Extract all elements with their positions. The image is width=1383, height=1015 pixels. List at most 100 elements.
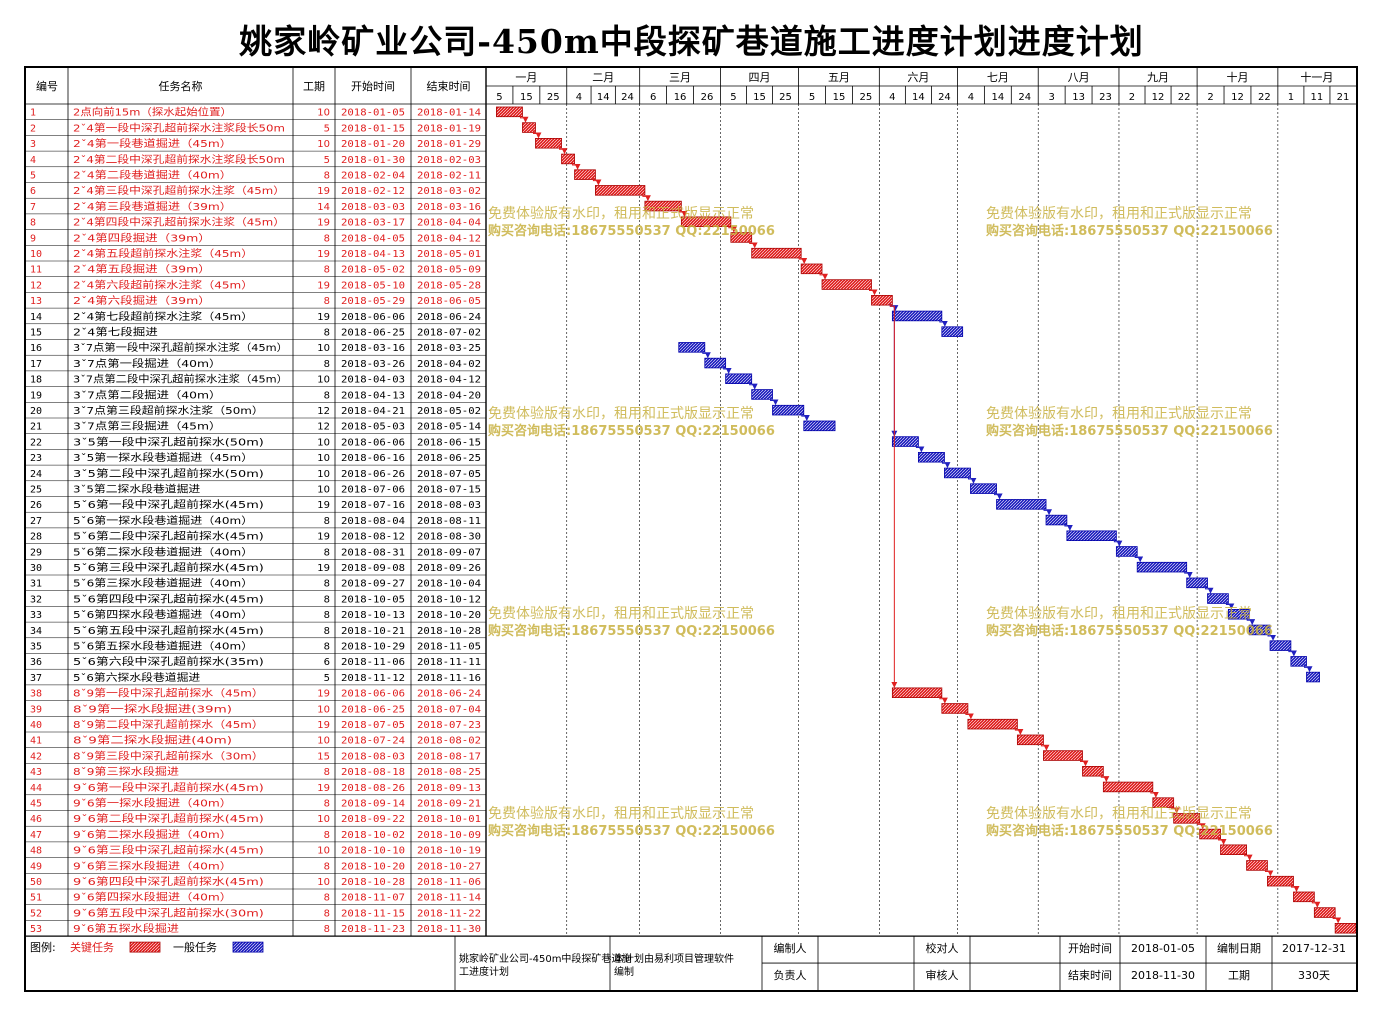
dependency-link [1332,915,1342,924]
dependency-link [965,711,974,720]
task-name: 9ˇ6第四探水段掘进（40m） [73,891,232,904]
task-duration: 8 [324,171,330,182]
task-start: 2018-11-07 [341,893,405,904]
task-end: 2018-04-20 [417,390,481,401]
task-id: 47 [30,830,42,841]
dependency-link [1064,523,1073,531]
task-id: 19 [30,390,42,401]
task-name: 5ˇ6第二探水段巷道掘进（40m） [73,545,253,558]
task-name: 5ˇ6第五段中深孔超前探水(45m) [73,624,264,637]
gantt-bar [1186,577,1208,589]
dependency-link [1197,821,1206,830]
owner-label: 负责人 [774,968,807,982]
project-name-line1: 姚家岭矿业公司-450m中段探矿巷道施 [459,952,631,965]
gantt-bar [944,467,971,479]
task-end: 2018-02-11 [417,171,481,182]
dependency-link [572,161,581,170]
watermark-line2: 购买咨询电话:18675550537 QQ:22150066 [488,423,775,439]
gantt-bar [751,247,802,259]
dependency-link [1040,742,1050,751]
day-label: 14 [597,92,610,103]
gantt-bar [1220,844,1247,856]
task-name: 2点向前15m（探水起始位置） [73,106,232,119]
watermark-line2: 购买咨询电话:18675550537 QQ:22150066 [986,223,1273,239]
task-name: 8ˇ9第二段中深孔超前探水（45m） [73,718,264,731]
task-end: 2018-09-13 [417,783,481,794]
task-start: 2018-11-12 [341,673,405,684]
task-id: 35 [30,642,42,653]
day-label: 15 [753,92,766,103]
task-id: 5 [30,171,36,182]
task-start: 2018-06-26 [341,469,405,480]
day-label: 14 [912,92,925,103]
task-start: 2018-01-30 [341,155,405,166]
task-name: 9ˇ6第三探水段掘进（40m） [73,859,232,872]
task-id: 21 [30,422,42,433]
dependency-link [869,287,878,296]
task-id: 36 [30,657,42,668]
day-label: 14 [991,92,1004,103]
task-start: 2018-03-03 [341,202,405,213]
task-start: 2018-09-08 [341,563,405,574]
month-label: 二月 [592,71,614,84]
task-end: 2018-05-14 [417,422,481,433]
dependency-link [1171,805,1180,814]
task-name: 2ˇ4第五段掘进（39m） [73,263,211,276]
task-id: 23 [30,453,42,464]
task-id: 4 [30,155,36,166]
month-label: 一月 [515,71,537,84]
task-start: 2018-04-05 [341,233,405,244]
month-label: 十一月 [1300,70,1333,84]
gantt-bar [1043,750,1083,761]
day-label: 15 [520,92,533,103]
task-start: 2018-08-18 [341,767,405,778]
checker-label: 校对人 [926,941,959,955]
column-header-id: 编号 [36,79,58,93]
task-id: 40 [30,720,42,731]
task-end: 2018-05-28 [417,280,481,291]
task-id: 24 [30,469,42,480]
task-end: 2018-08-03 [417,500,481,511]
dependency-link [939,695,948,704]
compiler-label: 编制人 [774,941,807,955]
task-end: 2018-03-16 [417,202,481,213]
legend-normal-label: 一般任务 [173,941,217,954]
day-label: 21 [1337,92,1350,103]
task-id: 18 [30,375,42,386]
task-end: 2018-09-26 [417,563,481,574]
task-name: 5ˇ6第三段中深孔超前探水(45m) [73,561,264,574]
dependency-link [519,114,529,123]
dependency-link [967,475,977,484]
task-name: 8ˇ9第一探水段掘进(39m) [73,702,232,715]
gantt-bar [891,687,943,699]
gantt-bar [678,342,706,353]
watermark-line1: 免费体验版有水印，租用和正式版显示正常 [488,406,754,422]
dependency-link [1184,570,1193,578]
task-name: 3ˇ7点第一段掘进（40m） [73,357,221,370]
start-label: 开始时间 [1068,941,1112,955]
task-end: 2018-10-19 [417,846,481,857]
task-start: 2018-11-06 [341,657,405,668]
task-duration: 8 [324,642,330,653]
task-duration: 5 [324,673,330,684]
dependency-link [1205,585,1214,594]
gantt-bar [800,263,823,275]
task-name: 3ˇ7点第三段超前探水注浆（50m） [73,404,264,417]
task-id: 13 [30,296,42,307]
dependency-link [1043,507,1053,516]
task-end: 2018-01-19 [417,123,481,134]
day-label: 24 [1018,92,1031,103]
task-duration: 12 [317,406,330,417]
task-id: 39 [30,704,42,715]
task-duration: 8 [324,265,330,276]
task-start: 2018-05-29 [341,296,405,307]
task-end: 2018-05-09 [417,265,481,276]
task-name: 5ˇ6第二段中深孔超前探水(45m) [73,530,264,543]
task-name: 9ˇ6第一段中深孔超前探水(45m) [73,781,264,794]
dependency-link [749,381,758,390]
task-id: 34 [30,626,42,637]
task-start: 2018-09-22 [341,814,405,825]
gantt-bar [1173,813,1201,824]
task-duration: 19 [317,783,330,794]
dependency-link [642,193,651,202]
